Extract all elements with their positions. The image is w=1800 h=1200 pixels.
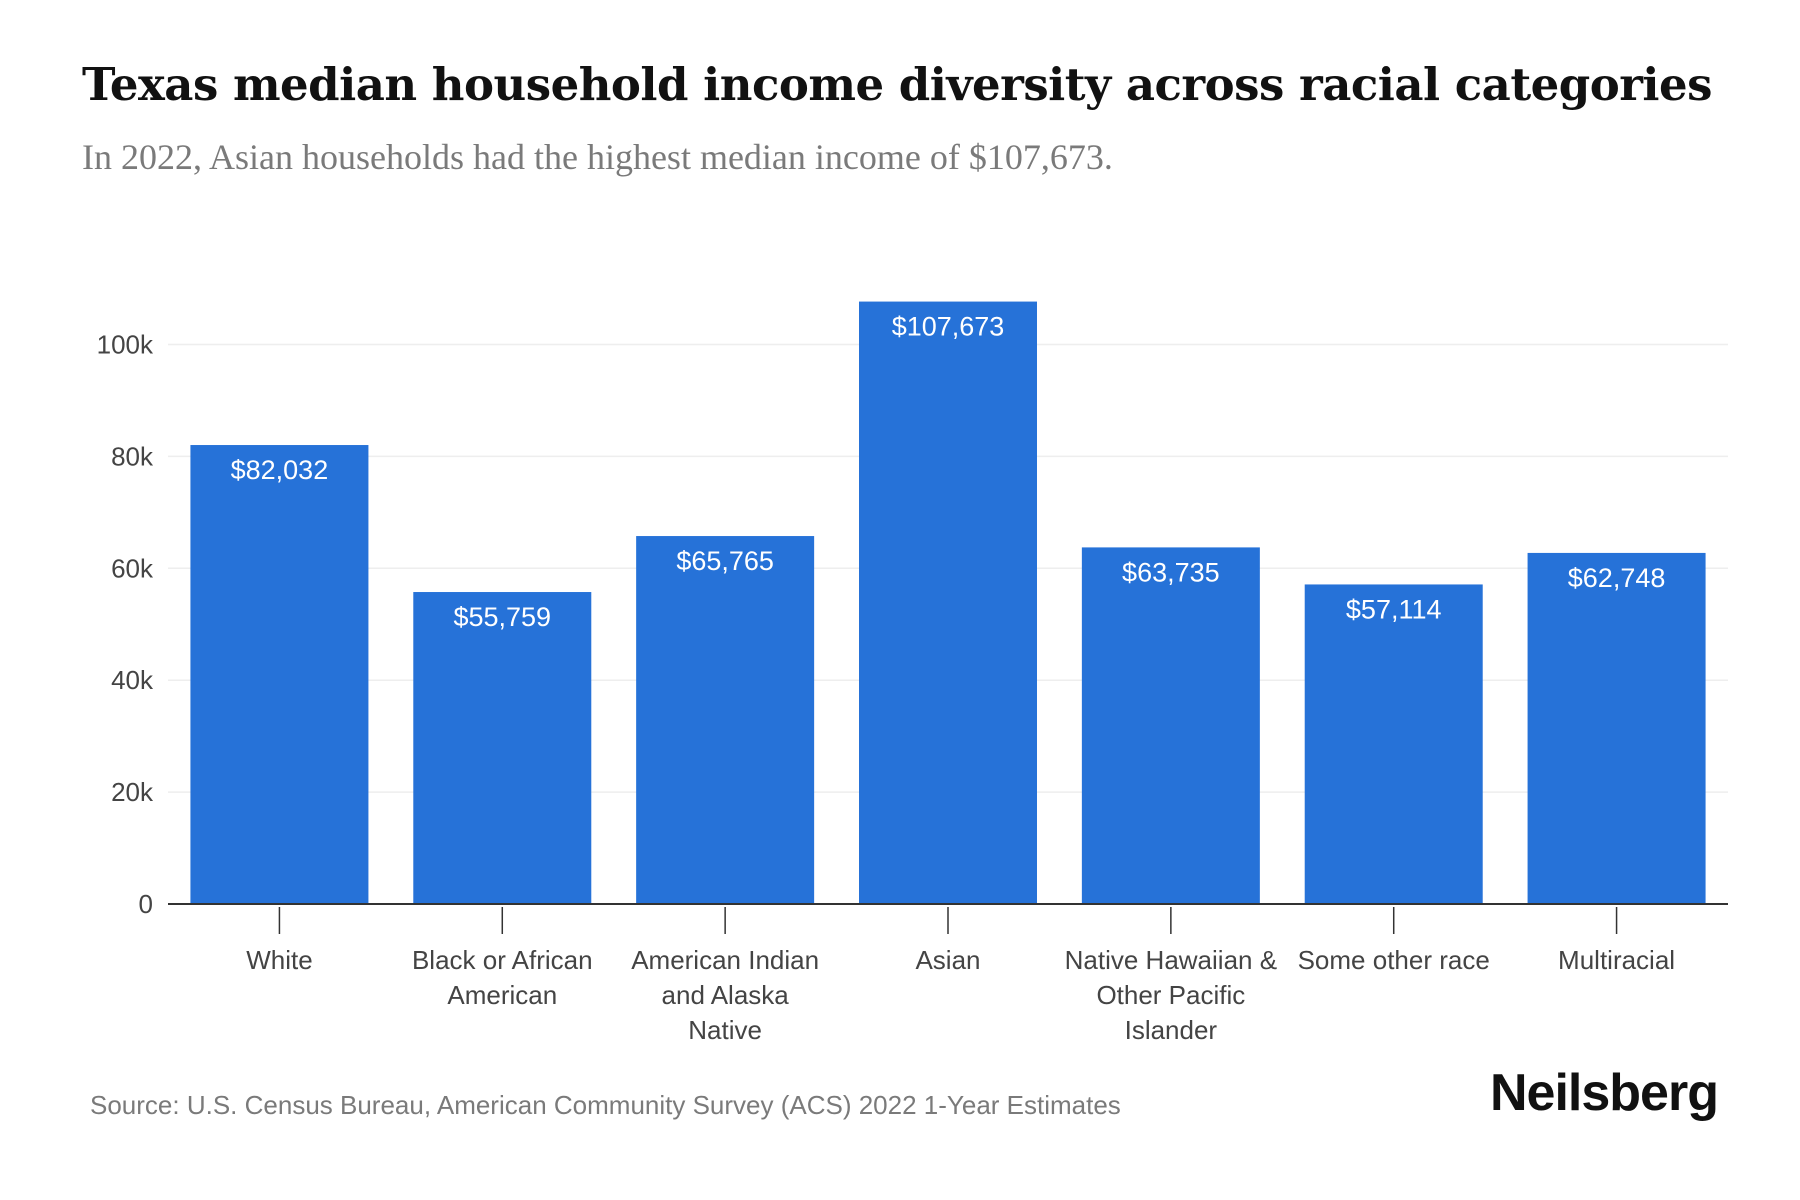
x-tick-label: American bbox=[447, 980, 557, 1010]
x-tick-label: Native Hawaiian & bbox=[1065, 945, 1277, 975]
x-tick-label: Native bbox=[688, 1015, 762, 1045]
y-tick-label: 0 bbox=[139, 889, 153, 919]
data-label: $82,032 bbox=[231, 455, 329, 485]
bar bbox=[1304, 584, 1483, 904]
y-tick-label: 80k bbox=[111, 441, 154, 471]
y-tick-label: 20k bbox=[111, 777, 154, 807]
data-label: $57,114 bbox=[1346, 594, 1442, 624]
x-tick-label: White bbox=[246, 945, 312, 975]
bar bbox=[636, 536, 815, 904]
chart-title: Texas median household income diversity … bbox=[82, 58, 1713, 111]
x-tick-label: and Alaska bbox=[662, 980, 790, 1010]
data-label: $62,748 bbox=[1568, 563, 1666, 593]
bar bbox=[859, 301, 1037, 904]
source-note: Source: U.S. Census Bureau, American Com… bbox=[90, 1090, 1121, 1120]
bar bbox=[413, 592, 592, 904]
x-tick-label: American Indian bbox=[631, 945, 819, 975]
x-tick-label: Some other race bbox=[1298, 945, 1490, 975]
x-tick-label: Multiracial bbox=[1558, 945, 1675, 975]
brand-logo: Neilsberg bbox=[1490, 1064, 1719, 1122]
chart-subtitle: In 2022, Asian households had the highes… bbox=[82, 137, 1113, 177]
bar bbox=[1081, 547, 1260, 904]
x-tick-label: Black or African bbox=[412, 945, 593, 975]
x-tick-label: Other Pacific bbox=[1096, 980, 1245, 1010]
y-tick-label: 100k bbox=[97, 330, 154, 360]
data-label: $107,673 bbox=[892, 312, 1005, 342]
data-label: $65,765 bbox=[676, 546, 774, 576]
x-tick-label: Asian bbox=[915, 945, 980, 975]
bar bbox=[190, 445, 369, 904]
x-tick-label: Islander bbox=[1125, 1015, 1218, 1045]
data-label: $55,759 bbox=[453, 602, 551, 632]
data-label: $63,735 bbox=[1122, 557, 1220, 587]
bar bbox=[1527, 552, 1706, 904]
y-tick-label: 40k bbox=[111, 665, 154, 695]
y-tick-label: 60k bbox=[111, 553, 154, 583]
